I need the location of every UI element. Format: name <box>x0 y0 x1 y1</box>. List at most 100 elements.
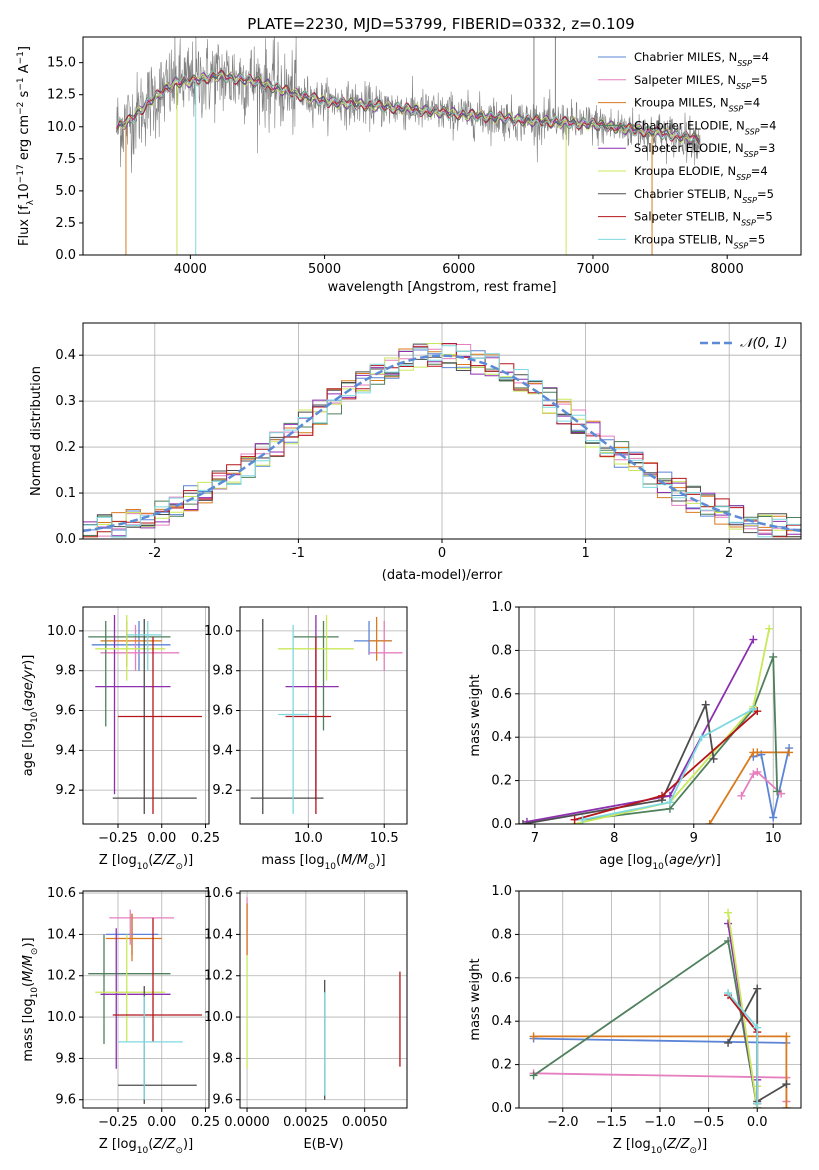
legend-sub: SSP <box>729 104 744 113</box>
y-tick-label: 10.4 <box>204 927 233 942</box>
label-part: mass [log <box>21 998 36 1061</box>
x-tick-label: 2 <box>725 546 733 561</box>
weight-line-chabrier-miles <box>753 747 790 818</box>
legend-label: Salpeter ELODIE, NSSP=3 <box>634 141 775 159</box>
y-tick-label: 10.6 <box>204 886 233 901</box>
label-part: s <box>17 90 32 101</box>
label-part: 10 <box>30 987 40 999</box>
label-part: ( <box>148 1137 153 1152</box>
label-part: 10 <box>17 183 32 200</box>
label-part: age [log <box>599 853 652 868</box>
marker-kroupa-miles <box>529 1032 538 1041</box>
label-part: )] <box>711 853 721 868</box>
label-part: Z/Z <box>666 1137 690 1152</box>
label-part: 10 <box>137 862 149 872</box>
axes-frame <box>82 890 210 1109</box>
label-part: M/M <box>341 853 368 868</box>
marker-kroupa-stelib <box>724 988 733 997</box>
x-tick-label: −2.0 <box>547 1115 579 1130</box>
axes-frame <box>239 606 408 825</box>
y-tick-label: 0.0 <box>55 248 76 263</box>
y-tick-label: 1.0 <box>491 884 512 899</box>
label-part: age/yr <box>669 853 712 868</box>
marker-kroupa-miles <box>782 1032 791 1041</box>
label-part: 10 <box>651 1146 663 1156</box>
x-tick-label: −0.25 <box>98 831 138 846</box>
y-tick-label: 10.0 <box>47 120 76 135</box>
y-tick-label: 9.8 <box>212 664 233 679</box>
y-tick-label: 10.4 <box>47 927 76 942</box>
marker-chabrier-elodie <box>769 652 778 661</box>
legend-text: Chabrier STELIB, N <box>634 187 742 201</box>
y-axis-label: mass weight <box>468 958 483 1040</box>
legend-label: Salpeter STELIB, NSSP=5 <box>634 210 773 228</box>
plot-area <box>246 897 401 1100</box>
y-tick-label: 0.3 <box>55 394 76 409</box>
marker-chabrier-stelib <box>709 754 718 763</box>
y-tick-label: 12.5 <box>47 88 76 103</box>
x-tick-label: 8 <box>610 831 618 846</box>
marker-kroupa-miles <box>705 820 714 824</box>
label-part: ( <box>662 1137 667 1152</box>
plot-area <box>88 909 202 1104</box>
panel-spectrum: 4000 5000 6000 7000 8000 0.0 2.5 5.0 7.5 10.0 12.5… <box>16 36 802 295</box>
legend-text: =4 <box>752 50 769 64</box>
y-tick-label: 10.2 <box>204 969 233 984</box>
legend-label: Kroupa MILES, NSSP=4 <box>634 96 760 114</box>
legend-text: Salpeter ELODIE, N <box>634 141 744 155</box>
y-tick-label: 10.2 <box>47 969 76 984</box>
label-part: Z/Z <box>152 1137 176 1152</box>
y-tick-label: 7.5 <box>55 152 76 167</box>
weight-line-kroupa-stelib <box>582 708 754 821</box>
y-tick-label: 10.6 <box>47 886 76 901</box>
label-part: ( <box>336 853 341 868</box>
label-part: −1 <box>16 51 26 64</box>
y-tick-label: 1.0 <box>491 600 512 615</box>
spectrum-model-salpeter-stelib <box>116 69 700 146</box>
label-part: ( <box>21 707 36 712</box>
plot-area <box>250 614 403 815</box>
legend-text: =5 <box>757 187 774 201</box>
label-part: λ <box>26 199 36 205</box>
y-tick-label: 10.0 <box>47 624 76 639</box>
chart-layer: 4000 5000 6000 7000 80000.02.55.07.510.012.5… <box>16 36 802 1156</box>
x-axis-label: Z [log10(Z/Z⊙)] <box>99 853 193 872</box>
marker-kroupa-miles <box>782 1104 791 1108</box>
label-part: age [log <box>21 723 36 776</box>
x-tick-label: 0.25 <box>191 1115 220 1130</box>
x-tick-label: 0.0025 <box>283 1115 329 1130</box>
y-tick-label: 0.0 <box>55 532 76 547</box>
legend-label: Kroupa ELODIE, NSSP=4 <box>634 164 768 182</box>
x-axis-label: wavelength [Angstrom, rest frame] <box>328 280 557 295</box>
marker-chabrier-stelib <box>753 984 762 993</box>
x-tick-label: 6000 <box>442 262 475 277</box>
weight-line-salpeter-miles <box>740 770 782 797</box>
label-part: )] <box>375 853 385 868</box>
label-part: −17 <box>16 164 26 183</box>
plot-area <box>519 624 794 824</box>
x-tick-label: 9 <box>690 831 698 846</box>
y-tick-label: 0.4 <box>491 1014 512 1029</box>
x-tick-label: 0.00 <box>147 1115 176 1130</box>
marker-salpeter-elodie <box>749 635 758 644</box>
label-part: −2 <box>16 102 26 115</box>
marker-chabrier-stelib <box>724 1038 733 1047</box>
marker-salpeter-miles <box>737 791 746 800</box>
x-tick-label: 8000 <box>711 262 744 277</box>
legend-text: Kroupa STELIB, N <box>634 232 734 246</box>
marker-kroupa-stelib <box>753 1023 762 1032</box>
label-part: 10 <box>30 711 40 723</box>
legend-text: Chabrier MILES, N <box>634 50 737 64</box>
legend-text: =3 <box>758 141 775 155</box>
plot-area <box>83 343 801 538</box>
label-part: erg cm <box>17 115 32 164</box>
y-tick-label: 9.6 <box>55 1093 76 1108</box>
x-axis-label: mass [log10(M/M⊙)] <box>261 853 385 872</box>
weight-line-chabrier-elodie <box>582 656 779 821</box>
y-tick-label: 0.8 <box>491 643 512 658</box>
legend-label: Kroupa STELIB, NSSP=5 <box>634 232 765 250</box>
y-tick-label: 9.6 <box>55 704 76 719</box>
legend-label: Chabrier MILES, NSSP=4 <box>634 50 769 68</box>
